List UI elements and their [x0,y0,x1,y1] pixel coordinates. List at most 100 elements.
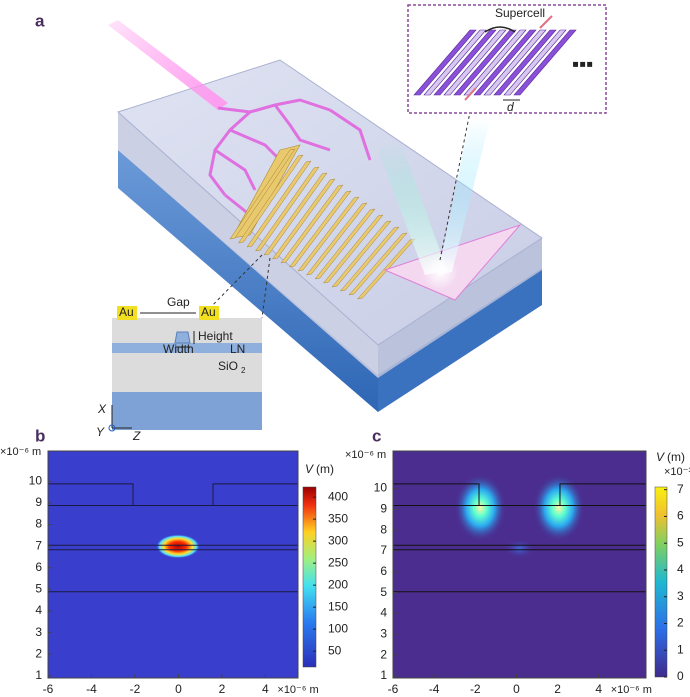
field-spot [503,538,536,559]
supercell-label: Supercell [495,6,545,20]
electrode [246,160,312,248]
axes-frame [392,450,647,679]
colorbar-tick-label: 3 [677,589,684,603]
y-unit: ×10⁻⁶ m [345,449,386,461]
axis-z: Z [132,429,141,443]
y-unit: ×10⁻⁶ m [0,446,41,458]
colorbar-tick-label: 7 [677,482,684,496]
colorbar [302,486,317,668]
grating-bar [453,29,517,96]
electrode [288,190,352,268]
grating-bar [493,29,557,96]
device-render: ▪▪▪ [108,4,607,432]
colorbar-tick-label: 300 [328,533,348,547]
metal-label: Au [201,305,216,319]
x-tick-label: -6 [43,682,54,696]
electrode [280,184,344,264]
electrode [331,220,392,288]
grating-bar [513,29,577,96]
x-tick-label: -4 [429,682,440,696]
y-tick-label: 5 [35,582,42,596]
height-label: Height [198,329,233,343]
electrode [322,214,384,284]
ellipsis: ▪▪▪ [572,53,593,75]
electrode [254,166,320,252]
panel-label: c [372,426,381,445]
y-tick-label: 8 [35,517,42,531]
colorbar-symbol: V [305,462,314,476]
colorbar-tick-label: 100 [328,621,348,635]
colorbar-tick-label: 250 [328,555,348,569]
colorbar-symbol: V [656,450,665,464]
field-map [393,451,646,678]
x-tick-label: -2 [130,682,141,696]
colorbar-tick-label: 2 [677,616,684,630]
x-tick-label: 4 [262,682,269,696]
y-tick-label: 6 [35,560,42,574]
y-tick-label: 10 [29,473,43,487]
x-tick-label: -2 [470,682,481,696]
x-tick-label: -6 [388,682,399,696]
field-map [48,451,298,678]
y-tick-label: 3 [380,626,387,640]
y-tick-label: 5 [380,585,387,599]
y-tick-label: 1 [35,668,42,682]
width-label: Width [163,342,194,356]
colorbar-tick-label: 50 [328,643,342,657]
period-label: d [507,100,514,114]
panel-label: a [35,11,45,30]
axes-frame [47,450,299,679]
y-tick-label: 2 [380,647,387,661]
colorbar-tick-label: 4 [677,562,684,576]
y-tick-label: 4 [35,603,42,617]
cladding-subscript: 2 [241,366,246,375]
x-tick-label: 2 [219,682,226,696]
electrode [237,154,304,244]
x-unit: ×10⁻⁶ m [277,684,318,696]
colorbar-unit: (m) [667,450,685,464]
electrode [229,148,296,240]
y-tick-label: 9 [35,495,42,509]
y-tick-label: 8 [380,522,387,536]
y-tick-label: 4 [380,606,387,620]
field-glow [532,473,585,542]
grating-bar [423,29,487,96]
electrode-outline [393,483,646,506]
electrode [297,196,360,272]
x-tick-label: 4 [595,682,602,696]
field-hotspot [156,534,200,559]
y-tick-label: 10 [374,481,388,495]
core-label: LN [230,342,245,356]
y-tick-label: 6 [380,564,387,578]
colorbar-tick-label: 200 [328,577,348,591]
y-tick-label: 1 [380,668,387,682]
x-tick-label: 0 [513,682,520,696]
gap-label: Gap [167,295,190,309]
colorbar-tick-label: 400 [328,489,348,503]
colorbar-tick-label: 5 [677,535,684,549]
y-tick-label: 2 [35,646,42,660]
x-unit: ×10⁻⁶ m [611,684,652,696]
field-glow [454,473,507,542]
colorbar-exponent: ×10⁻³ [664,466,690,478]
y-tick-label: 3 [35,625,42,639]
grating-bar [443,29,507,96]
electrode [314,208,376,280]
x-tick-label: 2 [554,682,561,696]
grating-bar [413,29,477,96]
electrodes [229,148,416,300]
colorbar-tick-label: 6 [677,509,684,523]
axis-y: Y [96,425,105,439]
colorbar-unit: (m) [316,462,334,476]
colorbar [654,486,668,678]
electrode [305,202,368,276]
x-tick-label: -4 [86,682,97,696]
electrode [339,226,400,292]
electrode [271,178,336,260]
electrode-outline [48,483,298,506]
axis-x: X [97,402,107,416]
colorbar-tick-label: 1 [677,642,684,656]
grating-bar [483,29,547,96]
grating-bar [503,29,567,96]
